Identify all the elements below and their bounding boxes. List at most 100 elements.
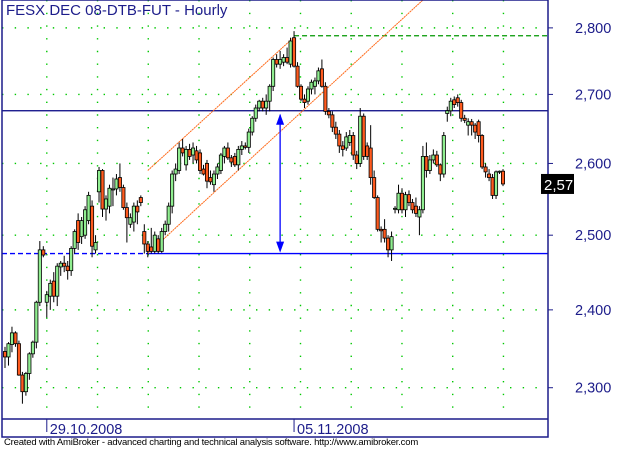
- candle-body-down: [194, 150, 199, 161]
- candle-body-up: [347, 135, 352, 143]
- x-tick-label: 05.11.2008: [297, 422, 369, 438]
- candle-body-up: [445, 110, 450, 114]
- candle: [420, 145, 425, 214]
- candle: [180, 138, 185, 157]
- candle-body-down: [452, 99, 457, 105]
- candle-body-down: [299, 85, 304, 100]
- candle-body-up: [215, 166, 220, 175]
- candle: [117, 163, 122, 192]
- candle: [16, 340, 21, 376]
- candle-body-up: [441, 135, 446, 175]
- candle: [72, 229, 77, 254]
- candle: [267, 84, 272, 112]
- candle-body-up: [166, 205, 171, 225]
- candle-body-down: [400, 192, 405, 211]
- candle-body-down: [473, 124, 478, 133]
- candle-body-down: [319, 68, 324, 87]
- candle-body-down: [361, 115, 366, 157]
- candle: [62, 255, 67, 273]
- candle-body-up: [103, 198, 108, 210]
- candle-body-down: [135, 205, 140, 213]
- candle: [292, 31, 297, 68]
- candle: [194, 145, 199, 164]
- candle: [131, 202, 136, 232]
- candle: [312, 77, 317, 95]
- candle: [86, 191, 91, 225]
- candle-body-up: [107, 187, 112, 207]
- candle: [462, 114, 467, 124]
- candle-body-up: [23, 373, 28, 393]
- candle: [400, 188, 405, 214]
- candle: [204, 159, 209, 189]
- candle-body-down: [51, 280, 56, 297]
- candle-body-up: [34, 301, 39, 343]
- candle: [344, 132, 349, 151]
- candle: [170, 170, 175, 214]
- candle-body-up: [110, 188, 115, 191]
- candle-body-up: [222, 147, 227, 157]
- candle: [330, 111, 335, 133]
- candle-body-down: [455, 97, 460, 103]
- candle-body-up: [79, 220, 84, 238]
- candle: [250, 116, 255, 136]
- candle: [295, 62, 300, 88]
- candle-body-down: [434, 154, 439, 166]
- candle-body-up: [267, 85, 272, 102]
- candle: [9, 326, 14, 353]
- candle-body-up: [389, 236, 394, 251]
- footer-credit: Created with AmiBroker - advanced charti…: [4, 437, 419, 448]
- candle: [358, 108, 363, 167]
- candle-body-up: [253, 107, 258, 119]
- candle-body-down: [410, 202, 415, 211]
- candle-body-up: [257, 100, 262, 109]
- candle: [427, 155, 432, 175]
- candle: [278, 50, 283, 69]
- candle-body-up: [211, 173, 216, 186]
- candle: [6, 342, 11, 366]
- candle: [13, 331, 18, 347]
- candle-body-up: [358, 115, 363, 164]
- candle: [434, 150, 439, 167]
- candle: [177, 142, 182, 175]
- candle: [184, 145, 189, 171]
- candle-body-down: [76, 220, 81, 243]
- candle-body-up: [309, 81, 314, 90]
- candle-body-down: [413, 205, 418, 214]
- candle-body-up: [417, 209, 422, 218]
- candle: [41, 246, 46, 258]
- candle-body-down: [480, 135, 485, 168]
- candle-body-down: [326, 111, 331, 116]
- candle-body-down: [3, 351, 8, 358]
- plot-area: [2, 0, 548, 419]
- candle: [152, 231, 157, 254]
- candle: [340, 141, 345, 157]
- candle-body-up: [97, 170, 102, 193]
- candle: [187, 143, 192, 160]
- candle-body-up: [69, 248, 74, 272]
- y-tick-label: 2,700: [575, 87, 611, 103]
- candle: [100, 169, 105, 217]
- last-price-tag: [541, 173, 574, 194]
- candle-body-down: [295, 65, 300, 87]
- candle: [65, 260, 70, 280]
- candle-body-up: [83, 209, 88, 236]
- candle: [201, 164, 206, 176]
- candle: [452, 96, 457, 109]
- candle: [494, 170, 499, 199]
- candle-body-down: [382, 228, 387, 239]
- candle-body-up: [218, 154, 223, 171]
- candle-body-down: [20, 374, 25, 393]
- candle: [69, 246, 74, 276]
- candle-body-up: [6, 343, 11, 358]
- candle: [333, 121, 338, 139]
- candle-body-down: [145, 243, 150, 252]
- candle-body-down: [229, 157, 234, 163]
- candle-body-up: [312, 80, 317, 87]
- candle: [302, 94, 307, 109]
- candle-body-up: [264, 100, 269, 109]
- candle: [441, 132, 446, 178]
- candle: [379, 226, 384, 243]
- candle: [438, 163, 443, 182]
- candle-body-down: [13, 332, 18, 345]
- candle-body-up: [396, 192, 401, 211]
